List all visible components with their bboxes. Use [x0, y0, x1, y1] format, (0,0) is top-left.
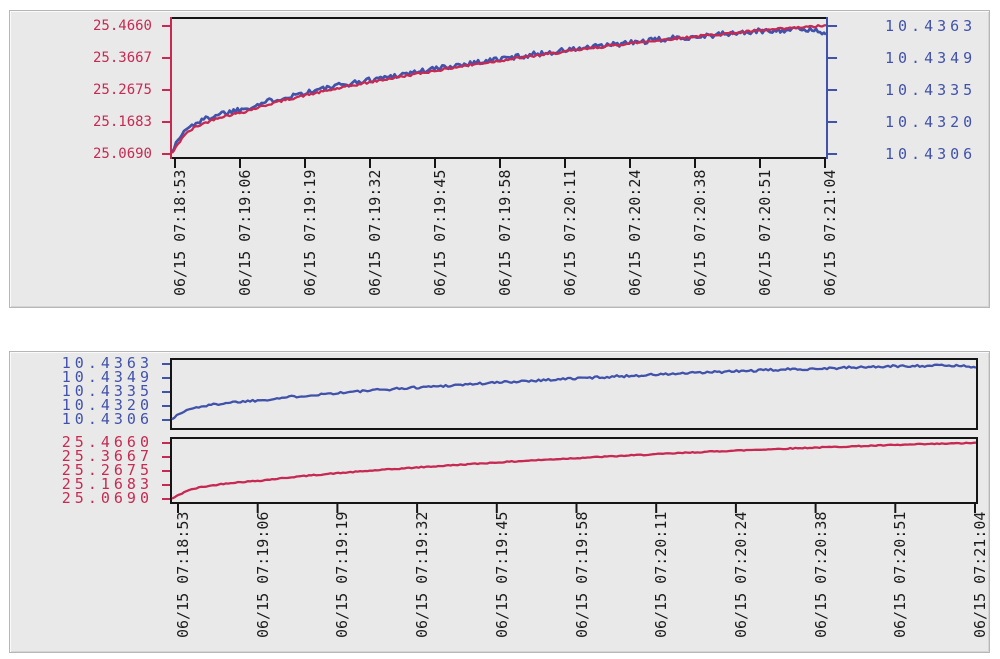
y-axis-tick-label: 10.4335: [885, 81, 977, 99]
x-axis-tick-label: 06/15 07:19:06: [236, 169, 254, 296]
y-axis-tick-label: 25.2675: [92, 82, 152, 98]
y-axis-tick-label: 10.4320: [885, 113, 977, 131]
y-axis-tick-label: 10.4349: [61, 368, 153, 386]
x-axis-tick-label: 06/15 07:19:32: [413, 511, 431, 638]
y-axis-tick-label: 10.4306: [885, 145, 977, 163]
x-axis-tick-label: 06/15 07:20:51: [891, 511, 909, 638]
x-axis-tick-label: 06/15 07:20:11: [652, 511, 670, 638]
x-axis-tick-label: 06/15 07:21:04: [821, 169, 839, 296]
x-axis-tick-label: 06/15 07:19:58: [496, 169, 514, 296]
y-axis-tick-label: 25.2675: [61, 461, 153, 479]
overlay-plot-area[interactable]: [162, 17, 837, 168]
y-axis-tick-label: 25.1683: [61, 475, 153, 493]
y-axis-tick-label: 10.4363: [885, 17, 977, 35]
y-axis-tick-label: 25.3667: [92, 50, 152, 66]
y-axis-tick-label: 25.1683: [92, 114, 152, 130]
y-axis-tick-label: 10.4335: [61, 382, 153, 400]
x-axis-tick-label: 06/15 07:19:06: [254, 511, 272, 638]
red-strip-plot-area[interactable]: [162, 437, 978, 513]
x-axis-tick-label: 06/15 07:21:04: [971, 511, 989, 638]
x-axis-tick-label: 06/15 07:19:58: [573, 511, 591, 638]
x-axis-tick-label: 06/15 07:18:53: [174, 511, 192, 638]
x-axis-tick-label: 06/15 07:19:19: [333, 511, 351, 638]
y-axis-tick-label: 25.3667: [61, 447, 153, 465]
x-axis-tick-label: 06/15 07:18:53: [171, 169, 189, 296]
x-axis-tick-label: 06/15 07:19:45: [493, 511, 511, 638]
y-axis-tick-label: 25.4660: [61, 433, 153, 451]
x-axis-tick-label: 06/15 07:19:32: [366, 169, 384, 296]
x-axis-tick-label: 06/15 07:20:38: [812, 511, 830, 638]
x-axis-tick-label: 06/15 07:20:51: [756, 169, 774, 296]
y-axis-tick-label: 10.4306: [61, 410, 153, 428]
y-axis-tick-label: 10.4320: [61, 396, 153, 414]
y-axis-tick-label: 25.4660: [92, 18, 152, 34]
x-axis-tick-label: 06/15 07:19:19: [301, 169, 319, 296]
x-axis-tick-label: 06/15 07:20:24: [626, 169, 644, 296]
y-axis-tick-label: 10.4363: [61, 354, 153, 372]
x-axis-tick-label: 06/15 07:19:45: [431, 169, 449, 296]
y-axis-tick-label: 10.4349: [885, 49, 977, 67]
y-axis-tick-label: 25.0690: [92, 146, 152, 162]
blue-strip-plot-area[interactable]: [162, 358, 978, 430]
x-axis-tick-label: 06/15 07:20:24: [732, 511, 750, 638]
x-axis-tick-label: 06/15 07:20:38: [691, 169, 709, 296]
y-axis-tick-label: 25.0690: [61, 489, 153, 507]
x-axis-tick-label: 06/15 07:20:11: [561, 169, 579, 296]
